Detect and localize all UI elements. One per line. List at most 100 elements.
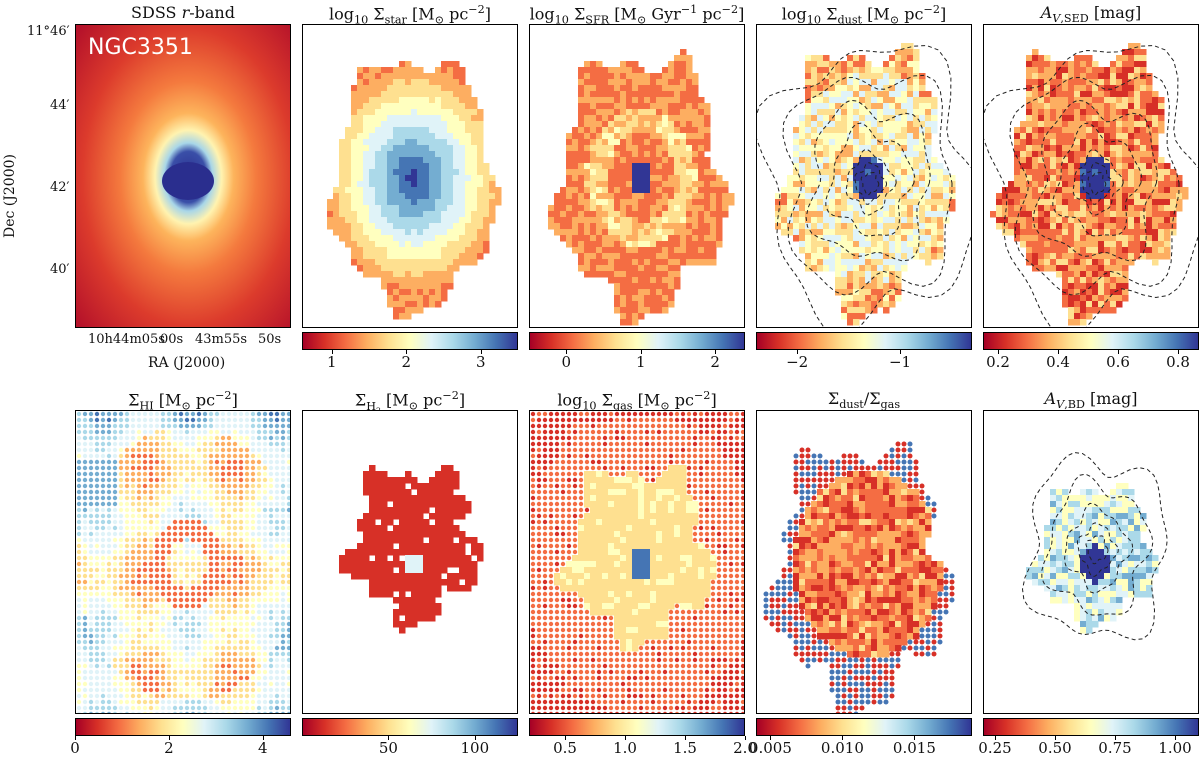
map-pixel — [124, 519, 130, 525]
map-pixel — [286, 603, 290, 609]
map-pixel — [1110, 163, 1117, 170]
map-pixel — [841, 247, 848, 254]
map-pixel — [411, 301, 418, 308]
map-pixel — [1146, 205, 1153, 212]
map-pixel — [178, 483, 184, 489]
map-pixel — [100, 513, 106, 519]
map-pixel — [817, 109, 824, 116]
map-pixel — [1050, 205, 1057, 212]
map-pixel — [638, 127, 645, 134]
map-pixel — [841, 283, 848, 290]
map-pixel — [268, 495, 274, 501]
map-pixel — [614, 277, 621, 284]
map-pixel — [859, 289, 866, 296]
map-pixel — [76, 603, 82, 609]
map-pixel — [632, 67, 639, 74]
map-pixel — [286, 495, 290, 501]
map-pixel — [907, 205, 914, 212]
map-pixel — [644, 253, 651, 260]
map-pixel — [590, 79, 597, 86]
map-pixel — [411, 295, 418, 302]
map-pixel — [94, 483, 100, 489]
map-pixel — [602, 157, 609, 164]
map-pixel — [811, 121, 818, 128]
map-pixel — [1032, 235, 1039, 242]
map-pixel — [817, 157, 824, 164]
map-pixel — [1074, 157, 1081, 164]
map-pixel — [638, 229, 645, 236]
map-pixel — [1116, 193, 1123, 200]
map-pixel — [668, 163, 675, 170]
map-pixel — [196, 531, 202, 537]
map-pixel — [1110, 109, 1117, 116]
map-pixel — [274, 441, 280, 447]
map-pixel — [1116, 211, 1123, 218]
map-pixel — [94, 423, 100, 429]
map-pixel — [871, 127, 878, 134]
map-pixel — [345, 145, 352, 152]
map-pixel — [369, 163, 376, 170]
map-pixel — [847, 313, 854, 320]
map-pixel — [1044, 235, 1051, 242]
map-pixel — [889, 127, 896, 134]
map-pixel — [106, 441, 112, 447]
map-pixel — [692, 205, 699, 212]
map-pixel — [626, 145, 633, 152]
map-pixel — [1104, 211, 1111, 218]
map-pixel — [650, 277, 657, 284]
map-pixel — [931, 247, 938, 254]
map-pixel — [423, 265, 430, 272]
map-pixel — [638, 217, 645, 224]
map-pixel — [250, 585, 256, 591]
map-pixel — [859, 73, 866, 80]
map-pixel — [1146, 247, 1153, 254]
map-pixel — [202, 543, 208, 549]
map-pixel — [913, 79, 920, 86]
map-pixel — [94, 579, 100, 585]
map-pixel — [793, 133, 800, 140]
map-pixel — [112, 555, 118, 561]
map-pixel — [220, 573, 226, 579]
map-pixel — [130, 483, 136, 489]
map-pixel — [465, 241, 472, 248]
map-pixel — [172, 567, 178, 573]
map-pixel — [435, 253, 442, 260]
map-pixel — [118, 573, 124, 579]
map-pixel — [100, 477, 106, 483]
map-pixel — [722, 187, 729, 194]
map-pixel — [889, 115, 896, 122]
map-pixel — [435, 91, 442, 98]
map-pixel — [238, 459, 244, 465]
map-pixel — [656, 223, 663, 230]
map-pixel — [417, 139, 424, 146]
map-pixel — [196, 429, 202, 435]
map-pixel — [686, 55, 693, 62]
map-pixel — [668, 199, 675, 206]
map-pixel — [333, 229, 340, 236]
map-pixel — [166, 471, 172, 477]
map-pixel — [399, 271, 406, 278]
map-pixel — [578, 85, 585, 92]
map-pixel — [925, 253, 932, 260]
map-pixel — [656, 205, 663, 212]
map-pixel — [280, 507, 286, 513]
map-pixel — [268, 417, 274, 423]
map-pixel — [560, 235, 567, 242]
map-pixel — [811, 241, 818, 248]
map-pixel — [710, 193, 717, 200]
map-pixel — [244, 519, 250, 525]
map-pixel — [202, 453, 208, 459]
map-pixel — [142, 573, 148, 579]
map-pixel — [166, 531, 172, 537]
map-pixel — [208, 573, 214, 579]
map-pixel — [853, 157, 860, 164]
map-pixel — [925, 127, 932, 134]
map-pixel — [1044, 103, 1051, 110]
map-pixel — [1080, 259, 1087, 266]
map-pixel — [387, 163, 394, 170]
map-pixel — [100, 519, 106, 525]
map-pixel — [1110, 217, 1117, 224]
map-pixel — [1140, 199, 1147, 206]
map-pixel — [698, 97, 705, 104]
map-pixel — [1158, 193, 1165, 200]
